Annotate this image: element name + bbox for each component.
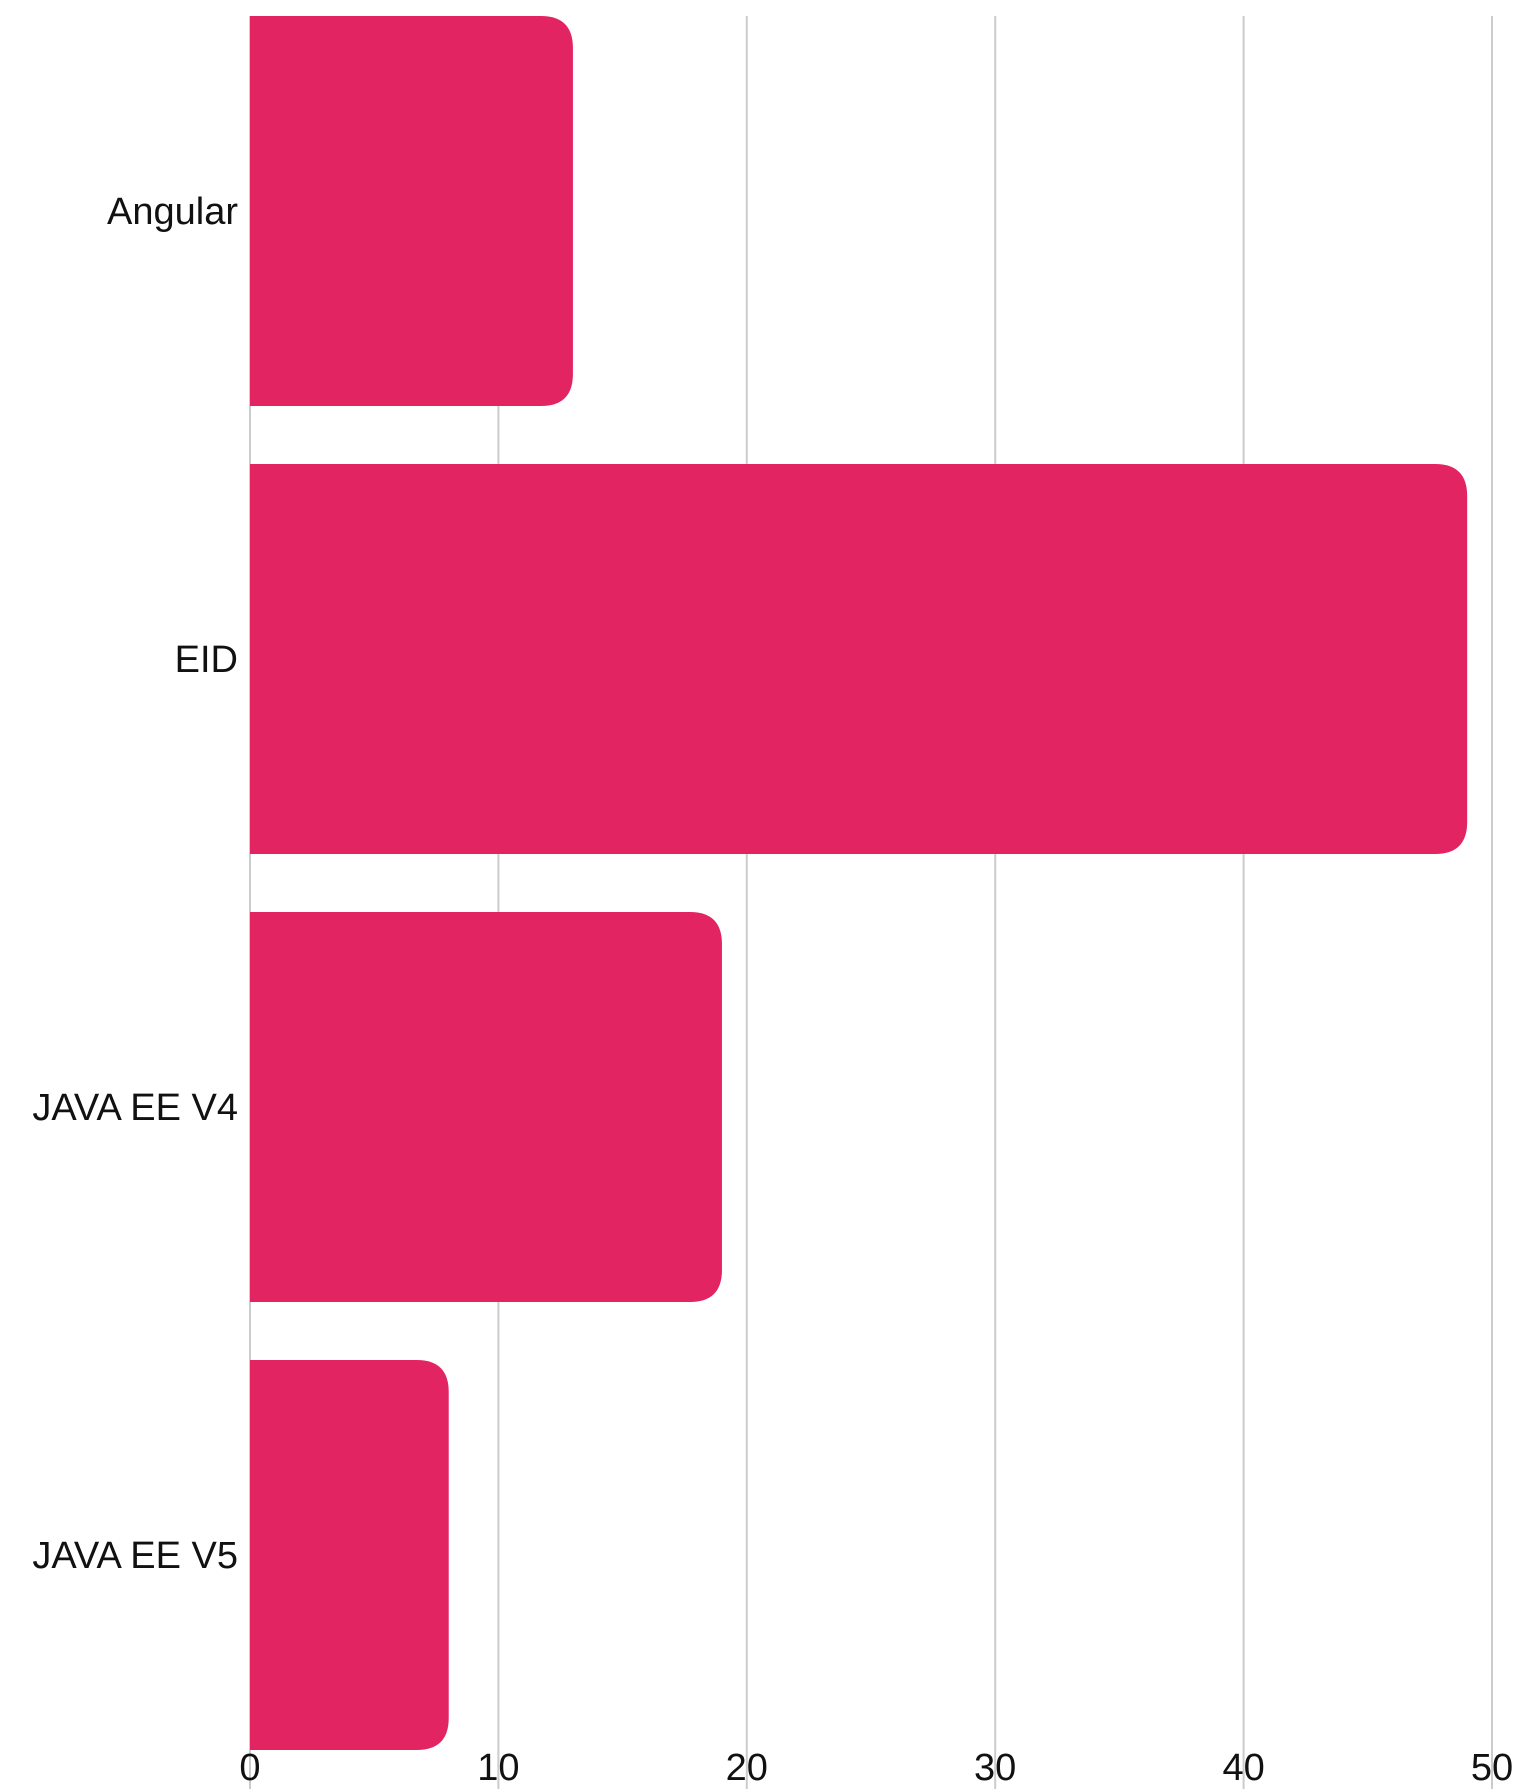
bar-angular — [250, 16, 573, 406]
x-tick-label: 50 — [1471, 1747, 1513, 1789]
bar-eid — [250, 464, 1468, 854]
bar-java-ee-v4 — [250, 912, 722, 1302]
category-label: JAVA EE V4 — [32, 1087, 238, 1129]
category-label: EID — [175, 639, 238, 681]
bar-java-ee-v5 — [250, 1360, 449, 1750]
category-labels: Angular EID JAVA EE V4 JAVA EE V5 — [32, 191, 238, 1577]
x-tick-label: 30 — [974, 1747, 1016, 1789]
x-tick-label: 40 — [1222, 1747, 1264, 1789]
bars — [250, 16, 1468, 1750]
x-tick-label: 0 — [239, 1747, 260, 1789]
x-tick-label: 20 — [726, 1747, 768, 1789]
x-tick-labels: 0 10 20 30 40 50 — [239, 1747, 1513, 1789]
category-label: JAVA EE V5 — [32, 1535, 238, 1577]
category-label: Angular — [107, 191, 238, 233]
x-tick-label: 10 — [477, 1747, 519, 1789]
